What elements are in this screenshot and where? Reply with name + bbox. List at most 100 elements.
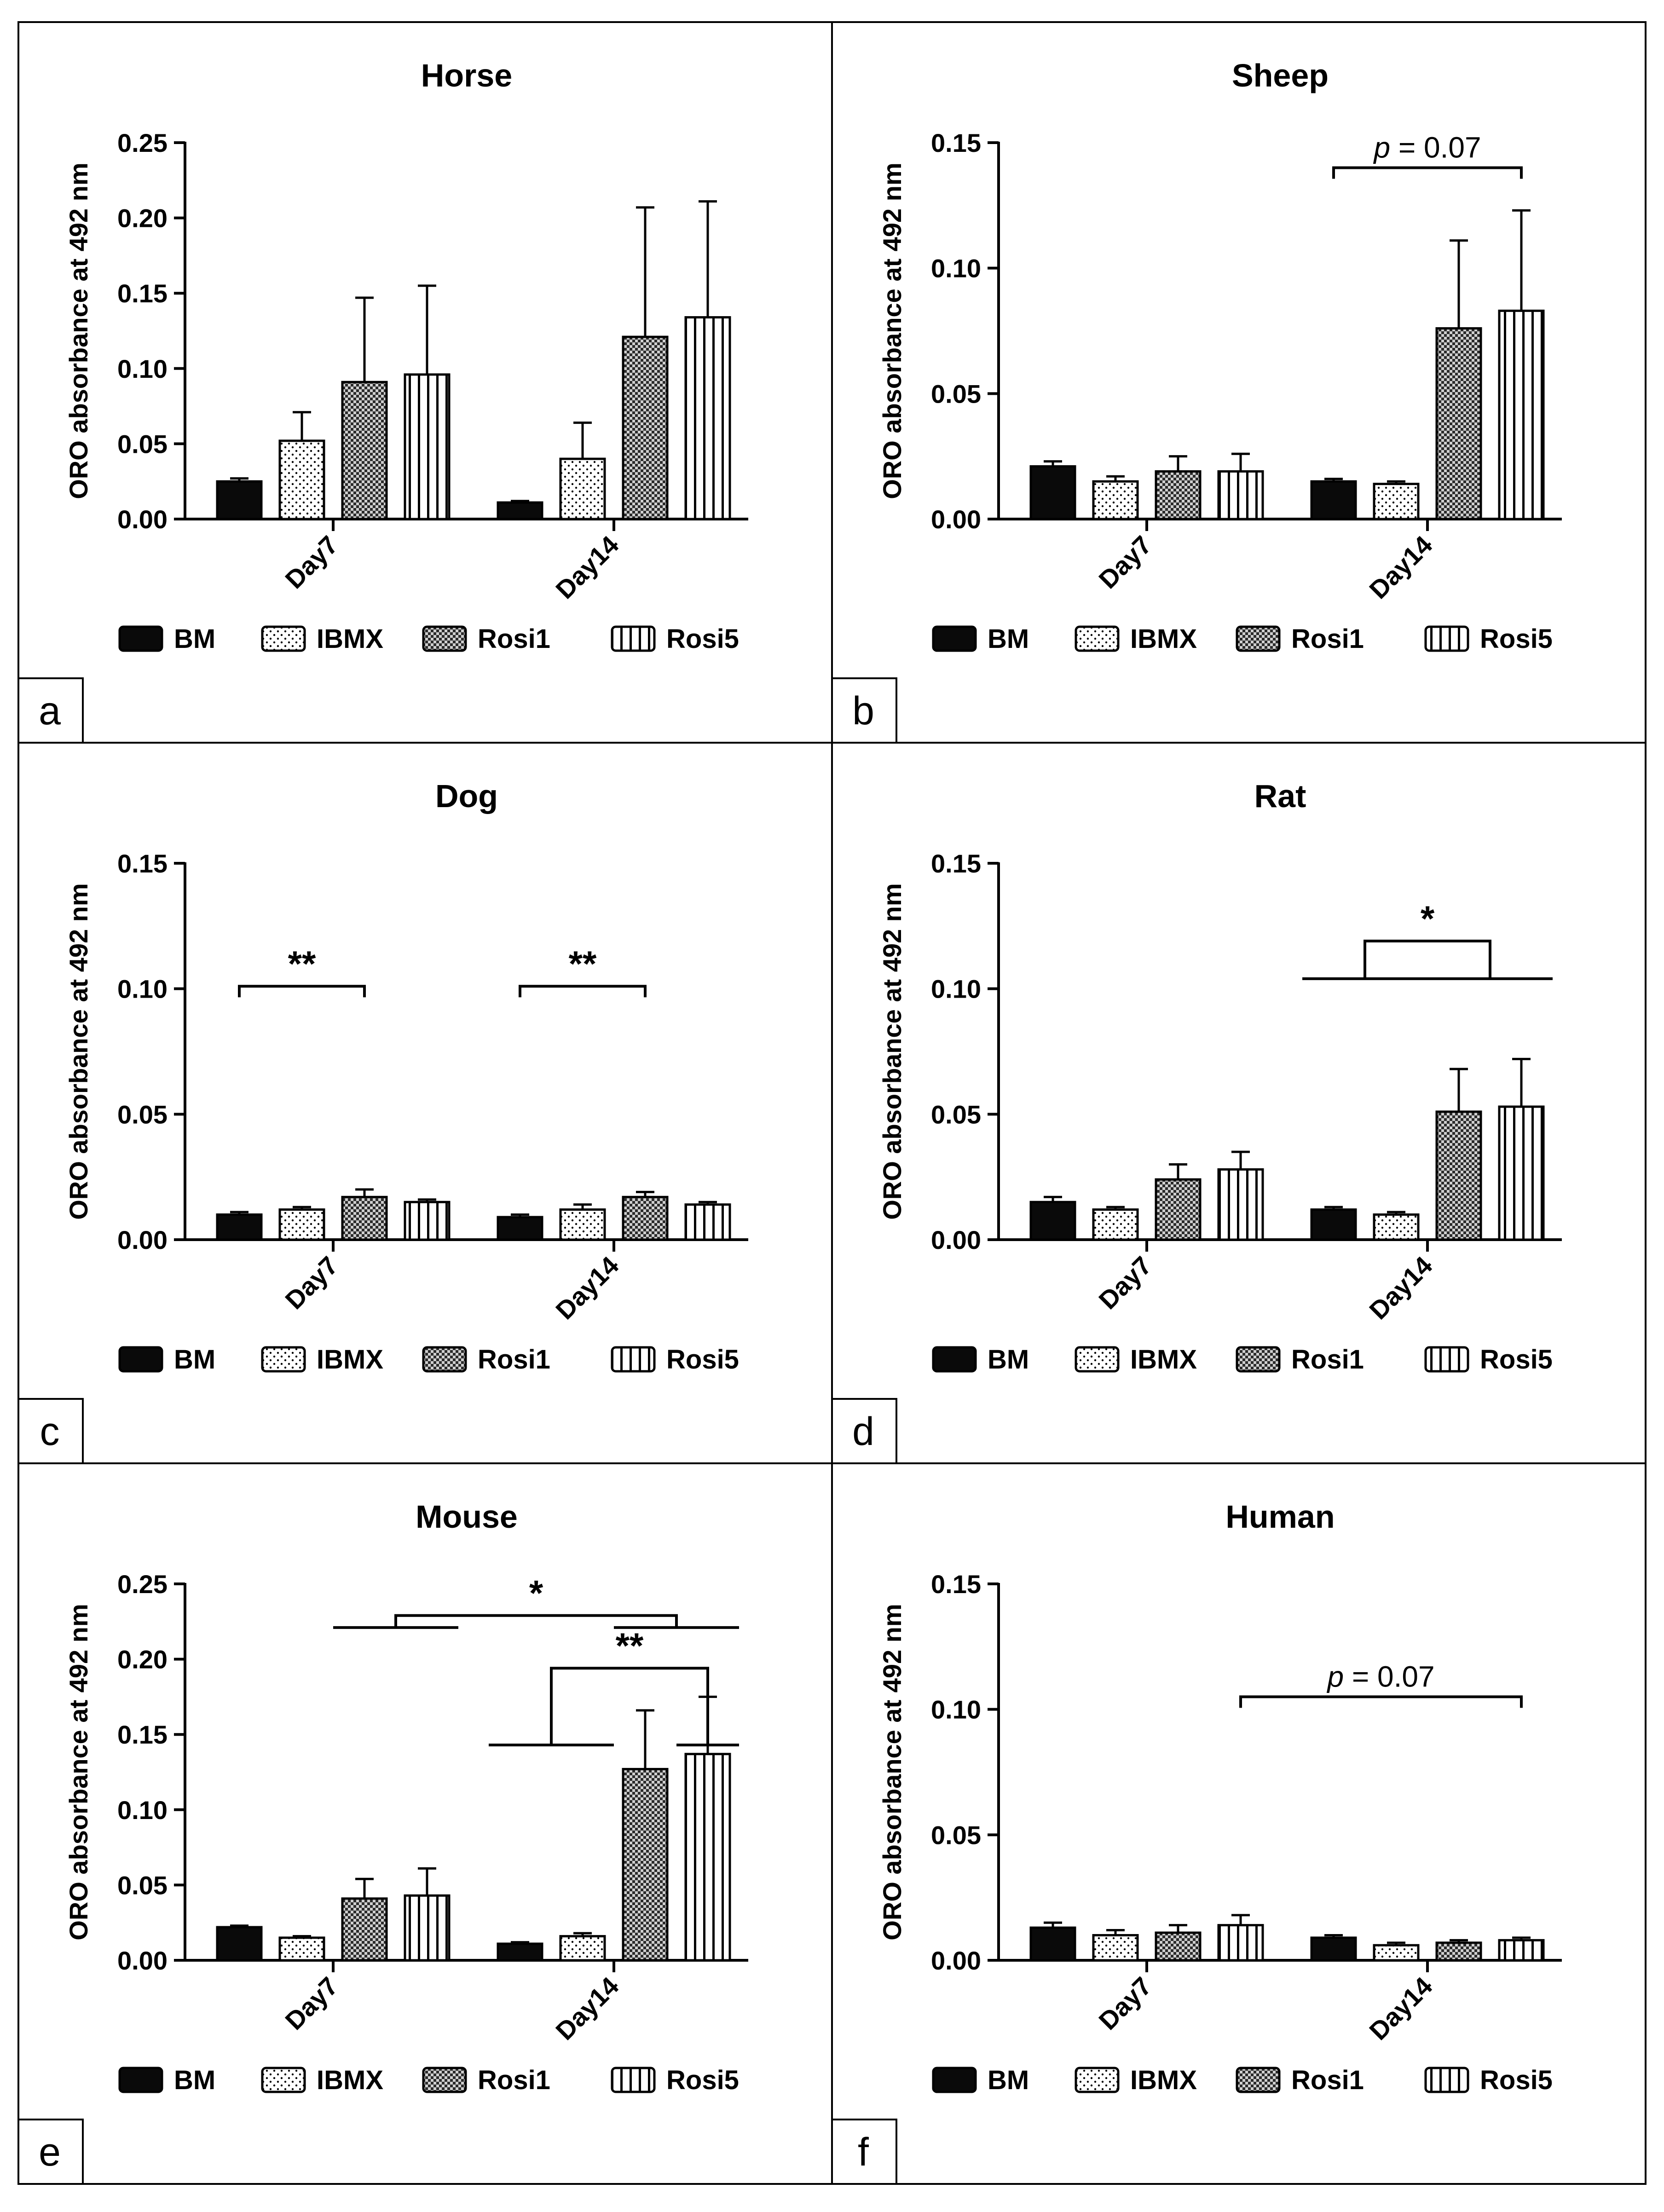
legend-swatch-ibmx bbox=[1075, 2067, 1120, 2093]
y-tick-label: 0.20 bbox=[117, 204, 168, 233]
p-value: = 0.07 bbox=[1344, 1660, 1435, 1693]
legend-swatch-rosi5 bbox=[611, 625, 656, 652]
significance-label: * bbox=[1421, 898, 1435, 939]
bar-bm bbox=[1310, 480, 1357, 520]
legend-swatch-ibmx bbox=[1075, 1346, 1120, 1373]
legend-label: IBMX bbox=[317, 1345, 383, 1375]
legend-swatch-ibmx bbox=[261, 1346, 306, 1373]
bar-bm bbox=[1310, 1208, 1357, 1241]
significance-label: ** bbox=[616, 1625, 644, 1666]
legend-label: BM bbox=[988, 1345, 1029, 1375]
y-tick-label: 0.15 bbox=[117, 279, 168, 308]
bar-bm bbox=[1029, 1201, 1076, 1241]
chart-title: Mouse bbox=[416, 1499, 518, 1535]
y-axis-label: ORO absorbance at 492 nm bbox=[64, 1604, 93, 1940]
bar-ibmx bbox=[1092, 1208, 1139, 1241]
legend-swatch-rosi5 bbox=[1424, 1346, 1469, 1373]
bar-bm bbox=[216, 1213, 263, 1241]
bar-bm bbox=[497, 501, 543, 520]
bar-ibmx bbox=[278, 1936, 325, 1962]
y-tick-label: 0.15 bbox=[931, 1570, 981, 1599]
panel-letter: a bbox=[39, 689, 61, 733]
bar-bm bbox=[1029, 465, 1076, 520]
significance-bracket bbox=[519, 985, 647, 998]
legend-label: Rosi1 bbox=[1291, 624, 1364, 654]
bar-rosi1 bbox=[341, 1897, 388, 1962]
chart-title: Dog bbox=[435, 778, 498, 814]
legend-swatch-bm bbox=[118, 2067, 163, 2093]
panel-letter-box bbox=[17, 1398, 84, 1464]
significance-label: ** bbox=[288, 943, 316, 984]
significance-bracket bbox=[1364, 940, 1491, 979]
y-tick-label: 0.20 bbox=[117, 1645, 168, 1674]
bar-ibmx bbox=[559, 457, 606, 520]
bar-rosi5 bbox=[684, 316, 731, 520]
legend-swatch-bm bbox=[932, 2067, 977, 2093]
y-axis-label: ORO absorbance at 492 nm bbox=[64, 162, 93, 499]
bar-rosi1 bbox=[341, 1196, 388, 1241]
bar-rosi5 bbox=[1498, 1105, 1545, 1241]
legend-swatch-rosi1 bbox=[1236, 2067, 1281, 2093]
legend-swatch-rosi1 bbox=[1236, 625, 1281, 652]
chart-title: Rat bbox=[1254, 778, 1306, 814]
p-symbol: p bbox=[1326, 1660, 1344, 1693]
legend-label: Rosi5 bbox=[666, 2065, 739, 2095]
y-axis-label: ORO absorbance at 492 nm bbox=[878, 883, 907, 1219]
bar-rosi5 bbox=[404, 373, 451, 520]
panel-letter: d bbox=[852, 1409, 874, 1454]
y-tick-label: 0.05 bbox=[931, 1100, 981, 1129]
legend-swatch-bm bbox=[118, 1346, 163, 1373]
bar-ibmx bbox=[1373, 1213, 1420, 1241]
bar-ibmx bbox=[1373, 483, 1420, 520]
bar-rosi5 bbox=[1498, 1939, 1545, 1962]
chart-title: Horse bbox=[421, 58, 512, 93]
legend-swatch-rosi1 bbox=[422, 1346, 467, 1373]
y-tick-label: 0.05 bbox=[117, 1100, 168, 1129]
p-symbol: p bbox=[1373, 131, 1390, 164]
bar-bm bbox=[216, 480, 263, 520]
bar-ibmx bbox=[1092, 1934, 1139, 1962]
significance-bracket bbox=[238, 985, 366, 998]
legend-label: Rosi5 bbox=[666, 1345, 739, 1375]
legend-swatch-ibmx bbox=[1075, 625, 1120, 652]
y-tick-label: 0.15 bbox=[931, 128, 981, 157]
panel-border bbox=[831, 1462, 1647, 2185]
bar-rosi5 bbox=[1217, 1168, 1264, 1241]
bar-bm bbox=[497, 1942, 543, 1962]
y-tick-label: 0.10 bbox=[117, 1796, 168, 1825]
y-tick-label: 0.10 bbox=[931, 254, 981, 283]
bar-rosi5 bbox=[404, 1894, 451, 1962]
panel-letter: c bbox=[40, 1409, 60, 1454]
legend-swatch-rosi1 bbox=[1236, 1346, 1281, 1373]
y-tick-label: 0.25 bbox=[117, 128, 168, 157]
legend-label: BM bbox=[174, 1345, 215, 1375]
p-value: = 0.07 bbox=[1390, 131, 1481, 164]
bar-rosi1 bbox=[1155, 470, 1202, 520]
y-tick-label: 0.05 bbox=[931, 379, 981, 408]
y-tick-label: 0.05 bbox=[117, 429, 168, 458]
legend-label: Rosi1 bbox=[1291, 2065, 1364, 2095]
bar-rosi5 bbox=[684, 1203, 731, 1241]
legend-label: Rosi5 bbox=[1480, 1345, 1553, 1375]
y-tick-label: 0.00 bbox=[117, 1946, 168, 1975]
bar-rosi1 bbox=[1155, 1931, 1202, 1962]
legend-label: Rosi1 bbox=[478, 2065, 550, 2095]
y-tick-label: 0.05 bbox=[931, 1820, 981, 1849]
significance-bracket bbox=[1239, 1695, 1523, 1708]
legend-swatch-bm bbox=[932, 1346, 977, 1373]
legend-label: BM bbox=[988, 2065, 1029, 2095]
y-tick-label: 0.15 bbox=[117, 849, 168, 878]
bar-rosi1 bbox=[1435, 327, 1482, 520]
y-axis-label: ORO absorbance at 492 nm bbox=[64, 883, 93, 1219]
y-tick-label: 0.25 bbox=[117, 1570, 168, 1599]
legend-label: IBMX bbox=[317, 2065, 383, 2095]
bar-bm bbox=[497, 1216, 543, 1241]
legend-label: BM bbox=[988, 624, 1029, 654]
y-tick-label: 0.10 bbox=[931, 1695, 981, 1724]
y-tick-label: 0.00 bbox=[931, 1946, 981, 1975]
legend-label: Rosi5 bbox=[666, 624, 739, 654]
legend-swatch-bm bbox=[932, 625, 977, 652]
legend-label: Rosi1 bbox=[478, 1345, 550, 1375]
bar-bm bbox=[1310, 1936, 1357, 1962]
bar-rosi1 bbox=[622, 335, 669, 520]
